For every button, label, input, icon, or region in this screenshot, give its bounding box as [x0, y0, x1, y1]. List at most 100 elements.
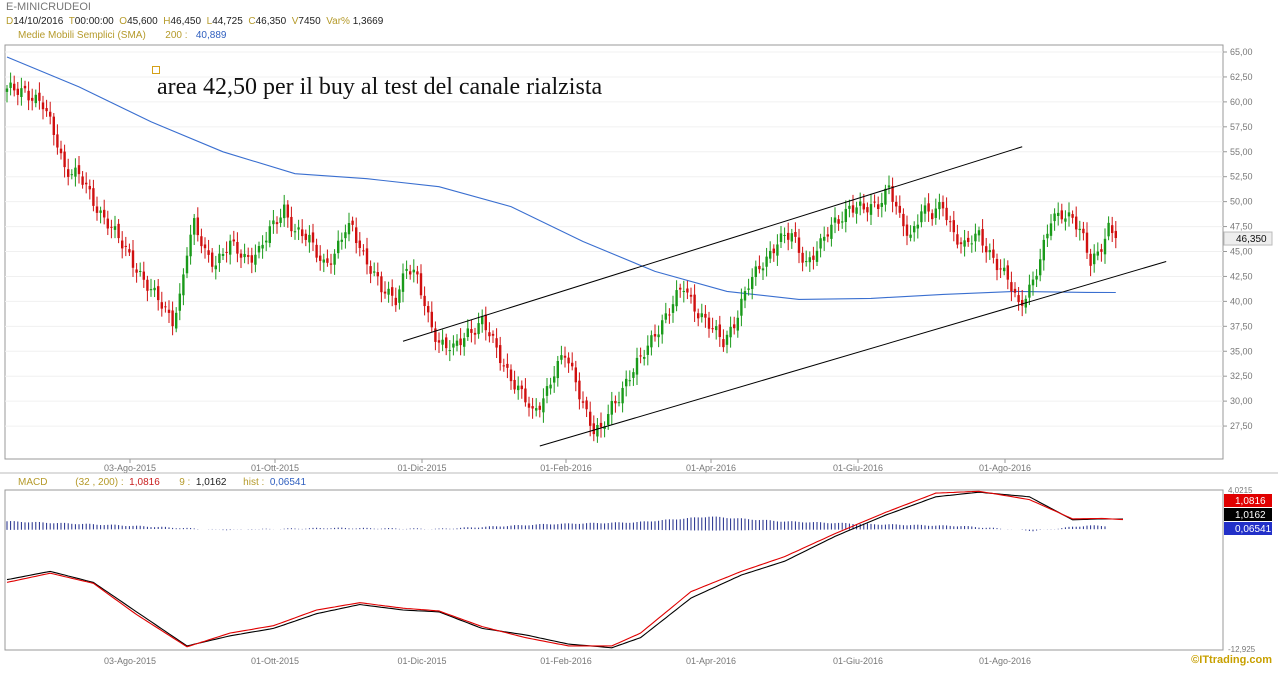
candle-body: [13, 83, 16, 91]
candle-body: [139, 270, 142, 272]
macd-value-label: 1,0162: [1235, 510, 1266, 521]
candle-body: [110, 226, 113, 228]
candle-body: [34, 94, 37, 104]
candle-body: [196, 217, 199, 236]
ohlc-value: 7450: [298, 16, 321, 27]
candle-body: [567, 357, 570, 364]
y-tick-label: 27,50: [1230, 421, 1253, 431]
candle-body: [412, 269, 415, 273]
y-tick-label: 40,00: [1230, 296, 1253, 306]
y-tick-label: 32,50: [1230, 371, 1253, 381]
candle-body: [581, 401, 585, 403]
candle-body: [473, 332, 477, 335]
ohlc-value: 45,600: [127, 16, 158, 27]
candle-body: [495, 338, 498, 348]
candle-body: [578, 380, 581, 400]
candle-body: [736, 317, 739, 331]
candle-body: [704, 313, 707, 318]
candle-body: [985, 246, 988, 253]
y-tick-label: 60,00: [1230, 97, 1253, 107]
candle-body: [49, 111, 52, 117]
signal-line: [6, 490, 1124, 648]
y-tick-label: 45,00: [1230, 247, 1253, 257]
candle-body: [848, 205, 851, 209]
candle-body: [211, 252, 214, 267]
candle-body: [358, 240, 361, 249]
candle-body: [787, 232, 790, 240]
candle-body: [347, 222, 351, 235]
candle-body: [308, 234, 311, 243]
trend-line-lower: [539, 260, 1167, 447]
candle-body: [952, 220, 955, 233]
sma-line: [6, 56, 1116, 300]
candle-body: [265, 240, 268, 243]
sma-period: 200 :: [165, 30, 188, 41]
ohlc-value: 1,3669: [352, 16, 384, 27]
candle-body: [383, 291, 387, 294]
x-tick-label: 01-Ago-2016: [979, 656, 1031, 666]
candle-body: [517, 385, 520, 391]
candle-body: [812, 255, 815, 260]
candle-body: [988, 250, 991, 253]
candle-body: [689, 294, 693, 297]
y-tick-label: 50,00: [1230, 197, 1253, 207]
candle-body: [679, 287, 682, 290]
candle-body: [646, 345, 649, 355]
candle-body: [77, 165, 81, 175]
candle-body: [927, 203, 930, 212]
candle-body: [175, 312, 178, 329]
annotation-marker[interactable]: [152, 66, 160, 74]
candle-body: [718, 324, 721, 338]
macd-y-tick-label: 4,0215: [1228, 486, 1253, 495]
candle-body: [650, 335, 653, 348]
candle-body: [974, 233, 977, 242]
macd-panel-frame: [4, 489, 1224, 651]
candle-body: [527, 403, 531, 408]
candle-body: [1085, 232, 1089, 253]
ohlc-value: 00:00:00: [74, 16, 114, 27]
chart-annotation: area 42,50 per il buy al test del canale…: [157, 74, 603, 100]
candle-body: [1060, 210, 1063, 220]
y-tick-label: 55,00: [1230, 147, 1253, 157]
x-tick-label: 01-Apr-2016: [686, 463, 736, 473]
candle-body: [56, 134, 59, 148]
candle-body: [923, 205, 927, 214]
candle-body: [585, 400, 588, 410]
candle-body: [1078, 228, 1081, 231]
candle-body: [31, 97, 34, 101]
candle-body: [837, 219, 840, 224]
candle-body: [290, 216, 293, 232]
candle-body: [754, 266, 757, 278]
signal-value: 1,0162: [195, 477, 227, 488]
candle-body: [859, 201, 862, 206]
candle-body: [635, 357, 639, 375]
ohlc-value: 44,725: [212, 16, 243, 27]
candle-body: [538, 405, 541, 410]
candle-body: [193, 218, 196, 235]
y-tick-label: 57,50: [1230, 122, 1253, 132]
candle-body: [607, 414, 610, 426]
candle-body: [995, 258, 999, 271]
candle-body: [113, 226, 117, 230]
candle-body: [905, 224, 909, 236]
candle-body: [398, 289, 401, 303]
candle-body: [513, 379, 516, 390]
y-tick-label: 30,00: [1230, 396, 1253, 406]
candle-body: [499, 345, 502, 364]
candle-body: [362, 250, 365, 252]
candle-body: [459, 338, 462, 346]
candle-body: [128, 249, 131, 253]
candle-body: [319, 255, 322, 261]
candle-body: [898, 205, 901, 213]
candle-body: [520, 385, 523, 390]
candle-body: [697, 313, 700, 319]
candle-body: [891, 186, 894, 202]
candle-body: [797, 237, 801, 253]
candle-body: [409, 271, 412, 275]
brand-logo[interactable]: ©ITtrading.com: [1191, 654, 1272, 666]
candle-body: [430, 311, 433, 328]
candle-body: [693, 294, 696, 312]
candle-body: [549, 384, 552, 389]
candle-body: [956, 234, 959, 245]
x-tick-label: 03-Ago-2015: [104, 656, 156, 666]
